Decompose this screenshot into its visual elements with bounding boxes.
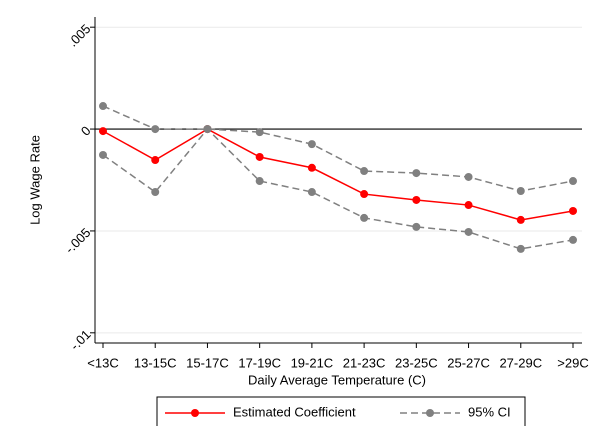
ci-upper-line-marker xyxy=(151,125,160,134)
ci-lower-line-marker xyxy=(412,222,421,231)
ci-upper-line xyxy=(102,105,574,192)
line xyxy=(102,128,574,221)
ci-lower-line-marker xyxy=(307,188,316,197)
ci-upper-line-marker xyxy=(360,167,369,176)
ci-lower-line-marker xyxy=(569,235,577,244)
ci-upper-line-marker xyxy=(412,169,421,178)
x-tick-label: <13C xyxy=(87,355,118,370)
ci-lower-line-marker xyxy=(360,213,369,222)
line-marker xyxy=(569,206,577,215)
x-tick-label: 21-23C xyxy=(343,355,386,370)
x-tick-label: >29C xyxy=(557,355,588,370)
x-axis-title: Daily Average Temperature (C) xyxy=(248,372,426,387)
line-marker xyxy=(307,163,316,172)
y-axis-title: Log Wage Rate xyxy=(27,135,42,225)
ci-upper-line-marker xyxy=(569,177,577,186)
ci-lower-line xyxy=(102,127,574,250)
ci-lower-line-marker xyxy=(203,125,212,134)
ci-lower-line-marker xyxy=(516,244,525,253)
line-marker xyxy=(516,215,525,224)
line-marker xyxy=(464,201,473,210)
legend-label: 95% CI xyxy=(468,404,511,419)
x-tick-label: 27-29C xyxy=(499,355,542,370)
ci-upper-line-marker xyxy=(99,102,107,111)
ci-lower-line-marker xyxy=(255,177,264,186)
ci-lower-line-marker xyxy=(151,188,160,197)
ci-lower-line-marker xyxy=(464,227,473,236)
line-marker xyxy=(360,190,369,199)
ci-upper-line-marker xyxy=(516,187,525,196)
line-marker xyxy=(412,195,421,204)
ci-upper-line-marker xyxy=(464,172,473,181)
line-marker xyxy=(255,152,264,161)
x-tick-label: 25-27C xyxy=(447,355,490,370)
line-marker xyxy=(99,127,107,136)
x-tick-label: 13-15C xyxy=(134,355,177,370)
ci-lower-line-marker xyxy=(99,150,107,159)
legend-marker xyxy=(191,409,199,417)
ci-upper-line-marker xyxy=(255,128,264,137)
legend-marker xyxy=(426,409,434,417)
x-tick-label: 17-19C xyxy=(238,355,281,370)
x-tick-label: 19-21C xyxy=(291,355,334,370)
line-marker xyxy=(151,156,160,165)
legend-label: Estimated Coefficient xyxy=(233,404,356,419)
ci-upper-line-marker xyxy=(307,140,316,149)
x-tick-label: 23-25C xyxy=(395,355,438,370)
legend-box xyxy=(156,396,526,426)
x-tick-label: 15-17C xyxy=(186,355,229,370)
